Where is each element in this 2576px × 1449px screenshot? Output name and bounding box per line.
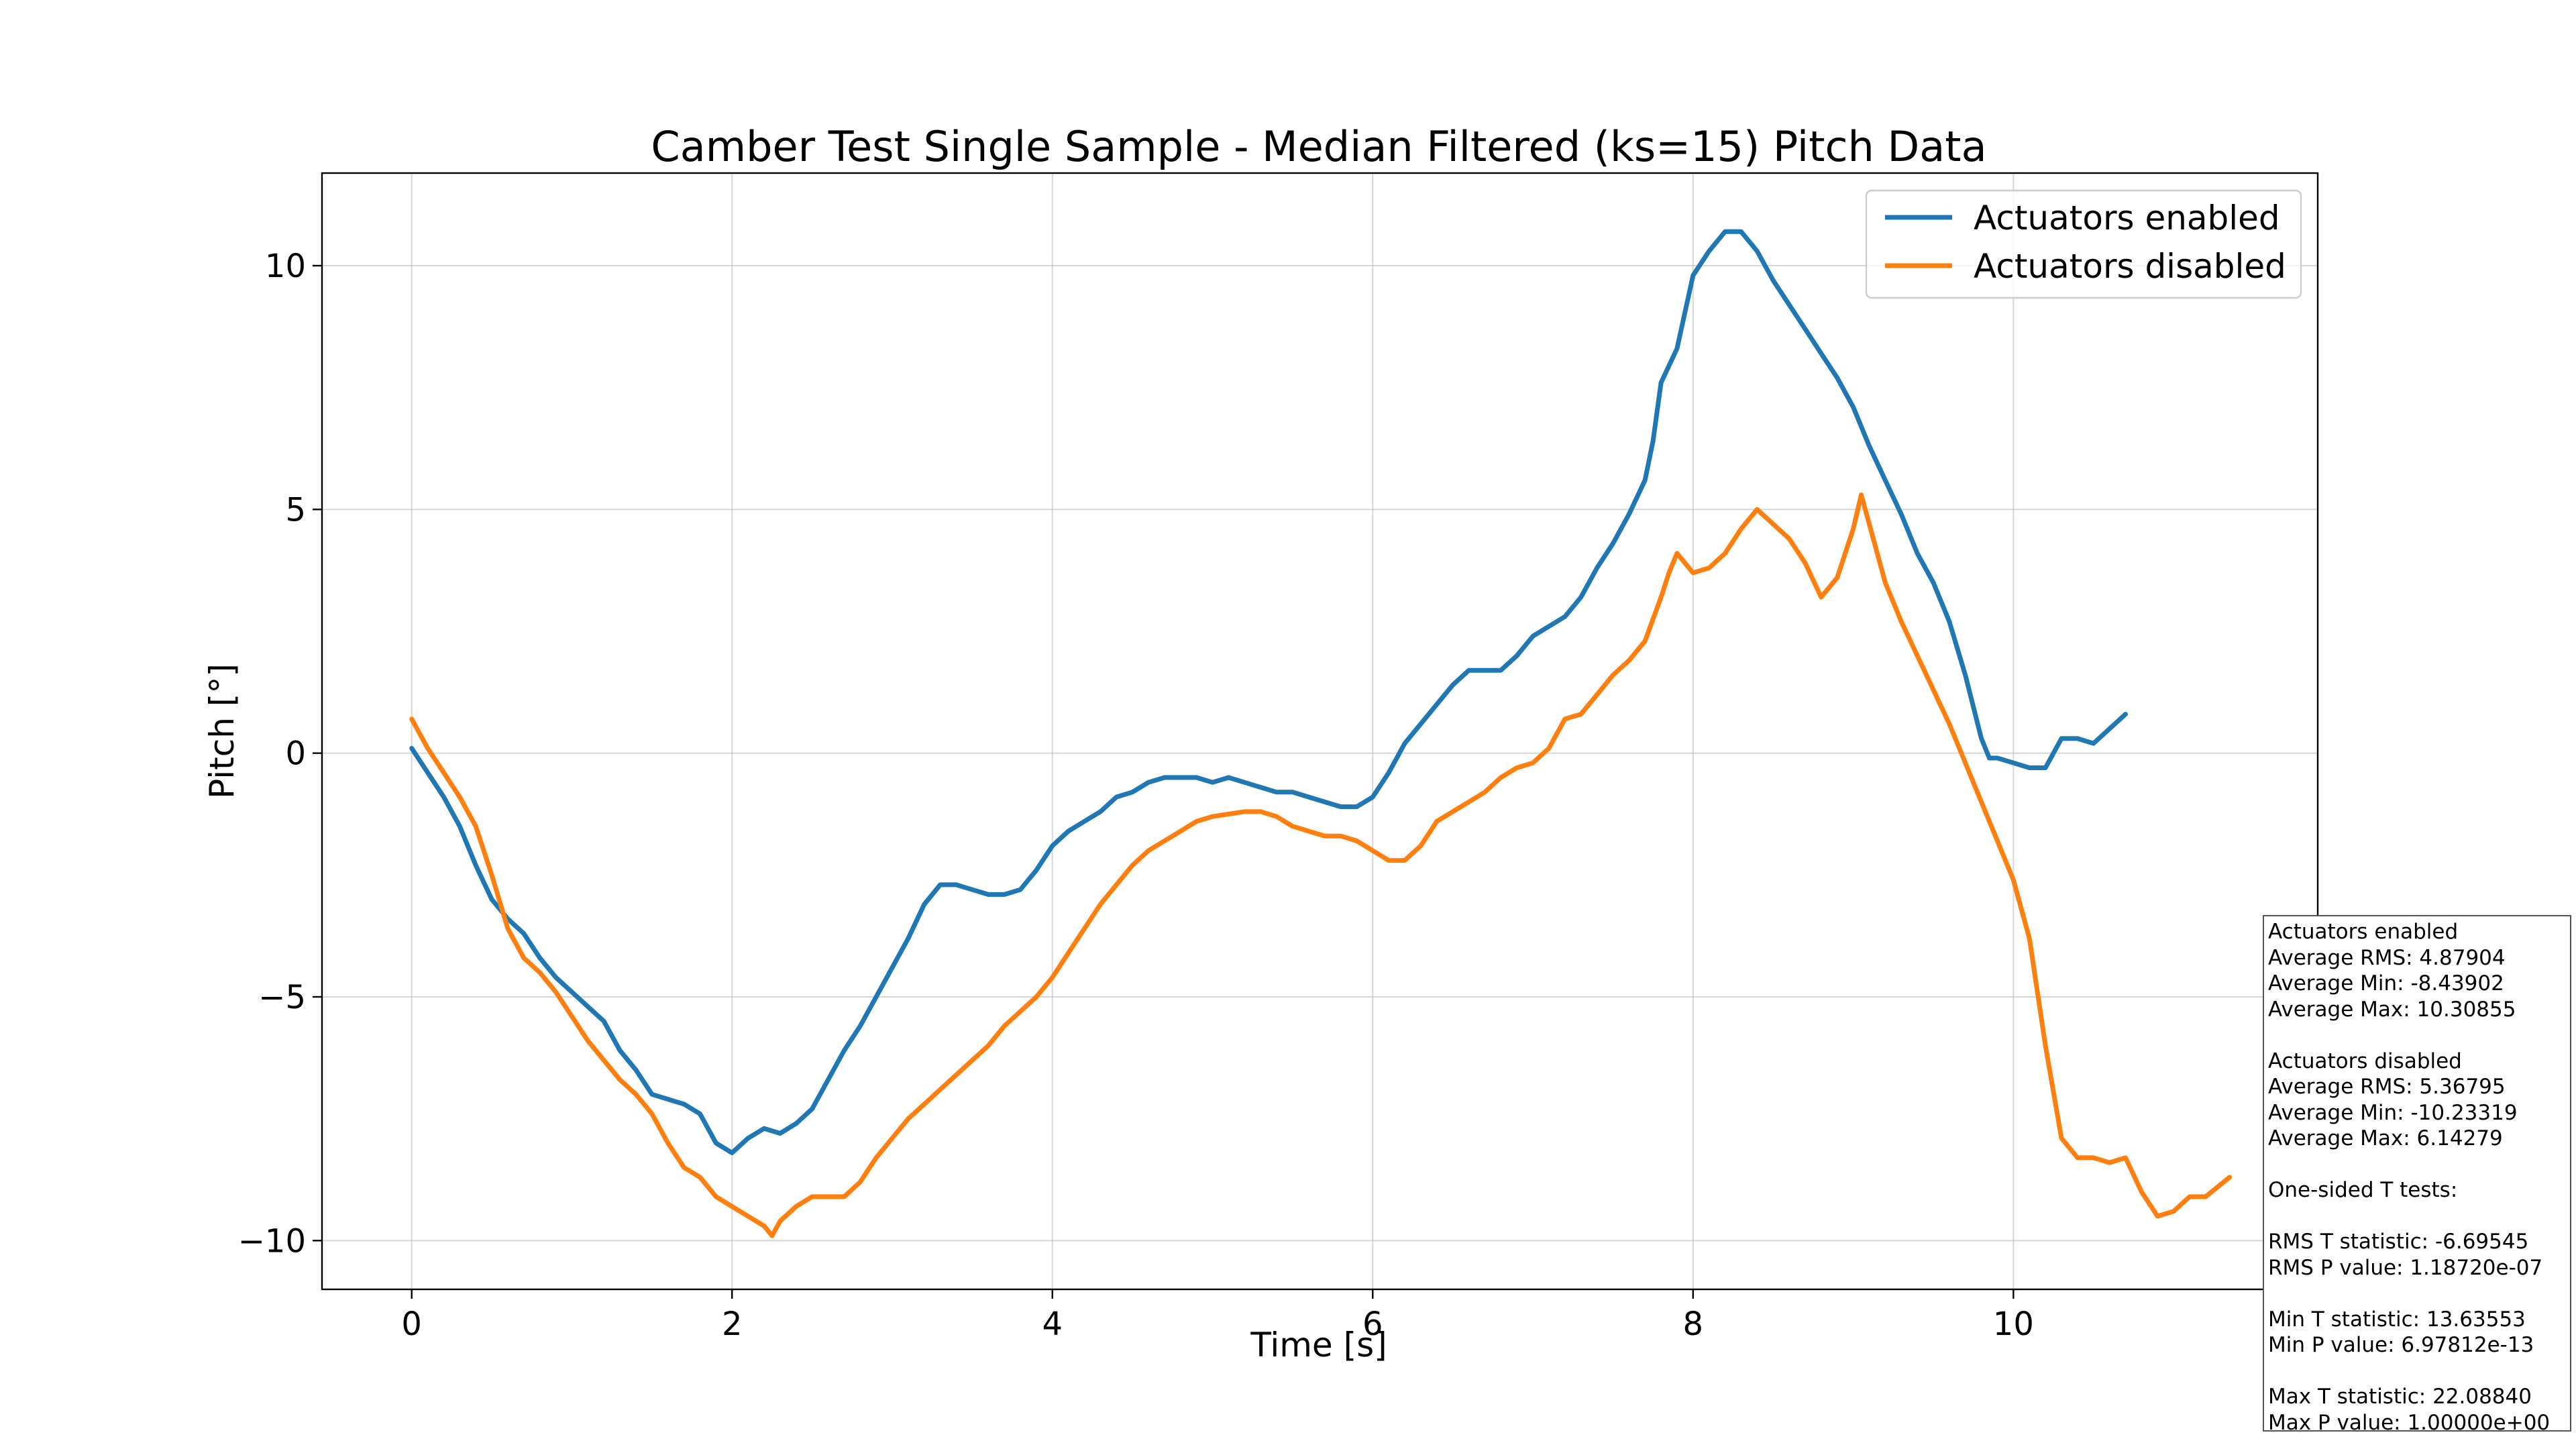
statistics-textbox: Actuators enabled Average RMS: 4.87904 Ave… (2263, 915, 2571, 1432)
stats-line: Average Max: 6.14279 (2268, 1126, 2503, 1150)
stats-line: Average Min: -8.43902 (2268, 971, 2504, 996)
stats-line: Average RMS: 4.87904 (2268, 945, 2506, 970)
x-tick-label: 0 (401, 1305, 422, 1343)
x-tick-label: 6 (1362, 1305, 1383, 1343)
axis-ticks: 0 2 4 6 8 10 −10 −5 0 5 10 (238, 248, 2034, 1343)
y-tick-label: 10 (265, 248, 306, 285)
stats-line: RMS T statistic: -6.69545 (2268, 1230, 2529, 1254)
stats-line (2268, 1281, 2566, 1307)
x-tick-label: 4 (1042, 1305, 1063, 1343)
stats-line: Min P value: 6.97812e-13 (2268, 1333, 2534, 1357)
y-axis-label: Pitch [°] (203, 663, 241, 799)
stats-line (2268, 1022, 2566, 1049)
x-tick-label: 8 (1683, 1305, 1704, 1343)
legend-label-enabled: Actuators enabled (1974, 199, 2280, 237)
y-tick-label: −10 (238, 1222, 306, 1260)
y-tick-label: −5 (258, 979, 306, 1016)
chart-title: Camber Test Single Sample - Median Filte… (651, 122, 1986, 171)
stats-line: Min T statistic: 13.63553 (2268, 1307, 2526, 1332)
series-line-disabled (409, 492, 2233, 1238)
stats-line: Actuators enabled (2268, 920, 2459, 944)
stats-line: Average RMS: 5.36795 (2268, 1075, 2506, 1099)
stats-line: RMS P value: 1.18720e-07 (2268, 1255, 2543, 1280)
series-lines (409, 229, 2233, 1238)
stats-line (2268, 1203, 2566, 1230)
legend-frame (1865, 189, 2302, 299)
x-tick-label: 2 (722, 1305, 743, 1343)
stats-line: Max T statistic: 22.08840 (2268, 1385, 2532, 1409)
x-tick-label: 10 (1993, 1305, 2034, 1343)
y-tick-label: 5 (285, 491, 306, 529)
legend-label-disabled: Actuators disabled (1974, 247, 2286, 286)
stats-line: One-sided T tests: (2268, 1178, 2458, 1202)
plot-frame (321, 172, 2319, 1291)
stats-line (2268, 1152, 2566, 1178)
stats-line: Max P value: 1.00000e+00 (2268, 1410, 2551, 1432)
stats-line: Average Min: -10.23319 (2268, 1100, 2518, 1125)
stats-line: Actuators disabled (2268, 1049, 2462, 1073)
stats-line: Average Max: 10.30855 (2268, 997, 2516, 1022)
stats-line (2268, 1358, 2566, 1385)
series-line-enabled (409, 229, 2128, 1155)
x-axis-label: Time [s] (1250, 1326, 1387, 1364)
y-tick-label: 0 (285, 735, 306, 773)
legend: Actuators enabled Actuators disabled (1865, 189, 2302, 299)
